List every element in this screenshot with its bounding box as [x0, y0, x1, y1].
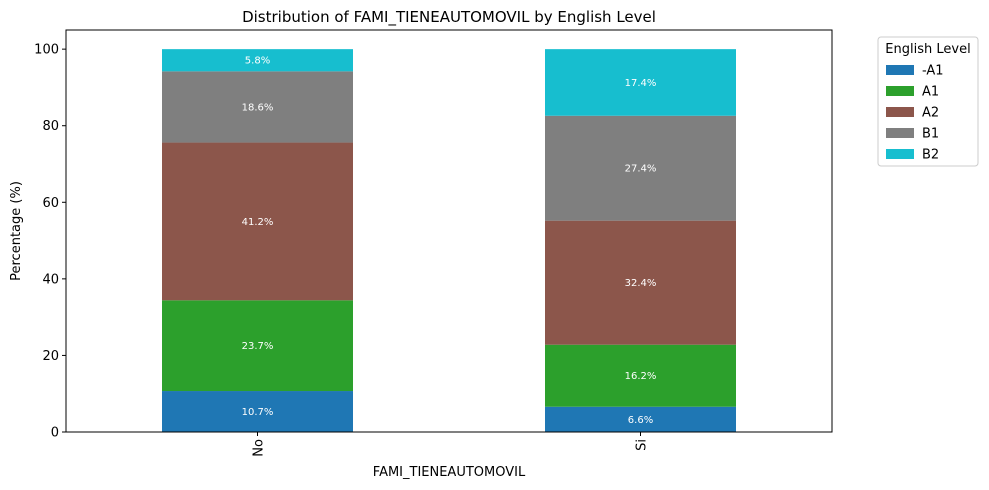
bar-segment-si-b2	[545, 49, 736, 116]
y-tick-label: 100	[34, 43, 59, 58]
y-tick-label: 80	[42, 119, 59, 134]
y-tick-label: 20	[42, 349, 59, 364]
data-label: 27.4%	[625, 164, 657, 175]
bar-segment-no-a2	[162, 142, 353, 301]
chart-title: Distribution of FAMI_TIENEAUTOMOVIL by E…	[242, 8, 656, 27]
bar-segment-si-a2	[545, 220, 736, 345]
data-label: 10.7%	[242, 407, 274, 418]
y-axis: 0 20 40 60 80 100	[34, 43, 66, 441]
legend-swatch	[886, 149, 914, 159]
legend-label: -A1	[922, 64, 944, 79]
bar-segment-si-a1	[545, 344, 736, 407]
x-tick-label: Si	[635, 439, 650, 451]
plot-area: 10.7% 23.7% 41.2% 18.6% 5.8% 6.6% 16.2% 32.4% 27…	[162, 49, 736, 432]
data-label: 17.4%	[625, 78, 657, 89]
legend-label: A2	[922, 106, 939, 121]
bar-segment-no-a1	[162, 300, 353, 392]
bar-segment-si-b1	[545, 115, 736, 221]
data-label: 41.2%	[242, 217, 274, 228]
y-tick-label: 0	[51, 426, 59, 441]
legend: English Level -A1 A1 A2 B1 B2	[877, 36, 979, 167]
legend-swatch	[886, 65, 914, 75]
data-label: 5.8%	[245, 56, 270, 67]
bar-segment-no-b2	[162, 49, 353, 72]
bar-segment-no-b1	[162, 71, 353, 143]
legend-label: B2	[922, 148, 939, 163]
y-tick-label: 40	[42, 272, 59, 287]
y-tick-label: 60	[42, 196, 59, 211]
bar-segment-si-a1	[545, 406, 736, 432]
legend-title: English Level	[885, 42, 970, 57]
x-axis: No Si	[252, 432, 650, 457]
x-tick-label: No	[252, 439, 267, 457]
data-label: 18.6%	[242, 102, 274, 113]
bar-segment-no-a1	[162, 391, 353, 432]
data-label: 6.6%	[628, 415, 653, 426]
legend-swatch	[886, 128, 914, 138]
data-label: 32.4%	[625, 278, 657, 289]
plot-frame	[65, 29, 833, 433]
legend-swatch	[886, 86, 914, 96]
data-label: 23.7%	[242, 341, 274, 352]
legend-label: A1	[922, 85, 939, 100]
y-axis-title: Percentage (%)	[9, 181, 24, 281]
data-label: 16.2%	[625, 371, 657, 382]
x-axis-title: FAMI_TIENEAUTOMOVIL	[373, 465, 526, 480]
legend-label: B1	[922, 127, 939, 142]
legend-swatch	[886, 107, 914, 117]
